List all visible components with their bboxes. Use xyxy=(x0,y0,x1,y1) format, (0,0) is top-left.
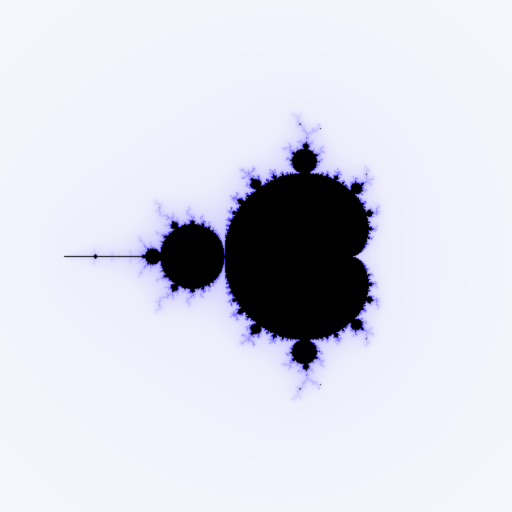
fractal-viewport xyxy=(0,0,512,512)
mandelbrot-set-image xyxy=(0,0,512,512)
